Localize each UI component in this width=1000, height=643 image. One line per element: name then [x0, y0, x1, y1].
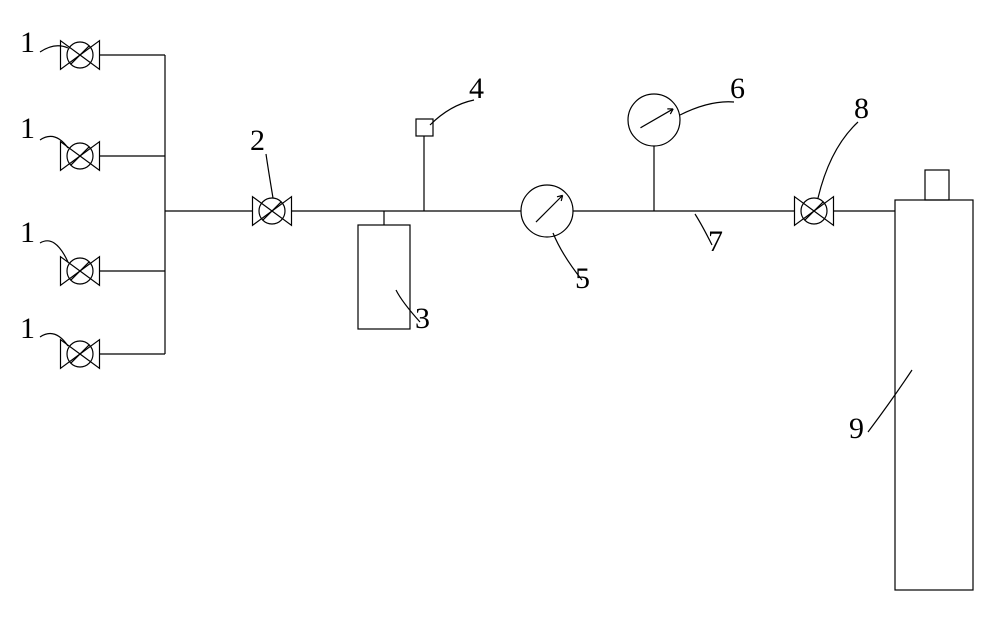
label-5: 5 [575, 262, 590, 296]
label-2: 2 [250, 124, 265, 158]
label-9: 9 [849, 412, 864, 446]
label-4: 4 [469, 72, 484, 106]
label-3: 3 [415, 302, 430, 336]
piping-diagram: 1 1 1 1 2 3 4 5 6 7 8 9 [0, 0, 1000, 643]
label-7: 7 [708, 225, 723, 259]
label-1d: 1 [20, 312, 35, 346]
label-6: 6 [730, 72, 745, 106]
label-1b: 1 [20, 112, 35, 146]
label-1a: 1 [20, 26, 35, 60]
label-8: 8 [854, 92, 869, 126]
label-1c: 1 [20, 216, 35, 250]
diagram-svg [0, 0, 1000, 643]
